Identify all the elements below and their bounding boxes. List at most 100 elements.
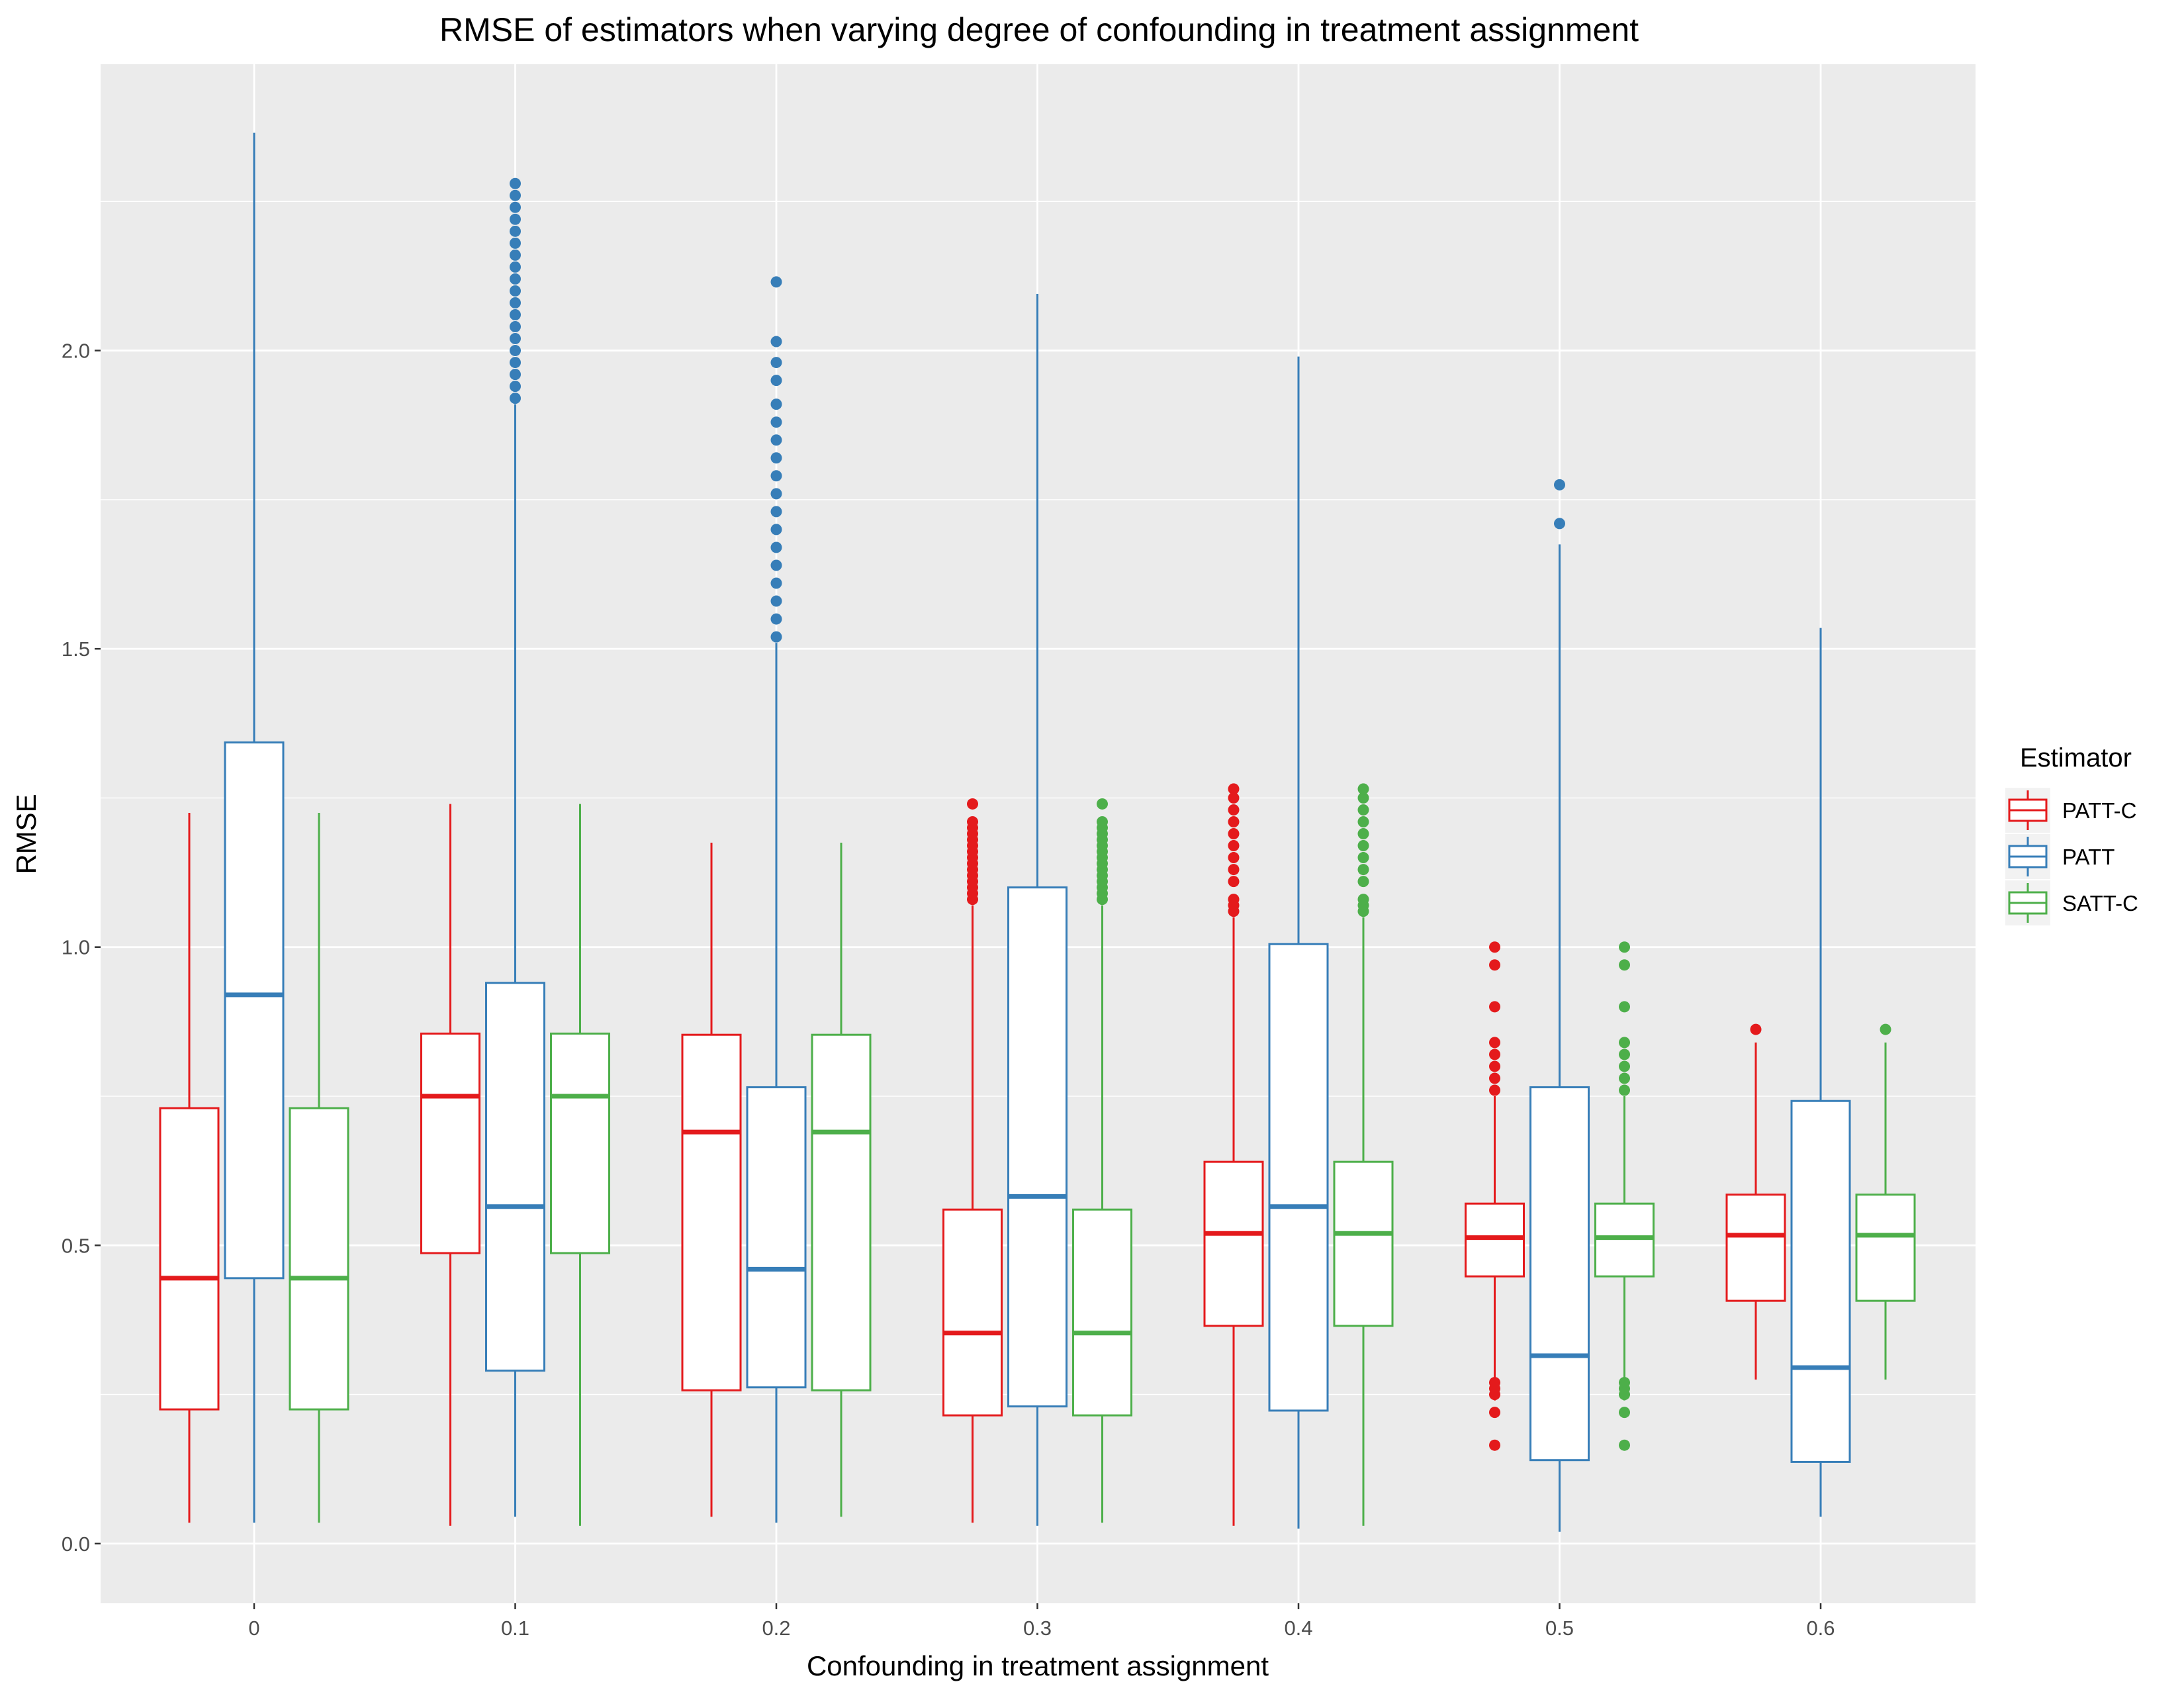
x-tick-label: 0.1 <box>501 1617 529 1640</box>
outlier-point <box>1619 1407 1630 1418</box>
x-tick-label: 0.5 <box>1545 1617 1574 1640</box>
box-body <box>1596 1203 1654 1276</box>
y-tick-label: 0.5 <box>62 1234 90 1257</box>
box-body <box>1073 1209 1132 1415</box>
outlier-point <box>1489 1001 1500 1012</box>
outlier-point <box>1489 1037 1500 1048</box>
x-tick-label: 0.2 <box>762 1617 790 1640</box>
outlier-point <box>1554 479 1565 491</box>
outlier-point <box>1228 783 1240 794</box>
outlier-point <box>771 416 782 428</box>
outlier-point <box>1228 894 1240 905</box>
y-tick-label: 2.0 <box>62 340 90 363</box>
outlier-point <box>771 632 782 643</box>
box-body <box>1466 1203 1524 1276</box>
outlier-point <box>1358 876 1369 887</box>
box-body <box>1205 1162 1263 1326</box>
outlier-point <box>771 506 782 517</box>
legend-label: PATT <box>2062 845 2115 869</box>
legend-title: Estimator <box>2020 743 2132 773</box>
outlier-point <box>967 816 978 827</box>
outlier-point <box>1358 840 1369 851</box>
outlier-point <box>1489 1085 1500 1096</box>
outlier-point <box>1751 1024 1762 1035</box>
outlier-point <box>510 190 521 201</box>
y-tick-label: 1.5 <box>62 637 90 661</box>
x-tick-label: 0.6 <box>1806 1617 1835 1640</box>
outlier-point <box>1619 1001 1630 1012</box>
y-axis-title: RMSE <box>11 794 42 874</box>
x-axis-title: Confounding in treatment assignment <box>807 1650 1269 1681</box>
outlier-point <box>1358 828 1369 839</box>
box-body <box>1856 1195 1915 1301</box>
outlier-point <box>510 202 521 213</box>
box-body <box>1269 944 1328 1411</box>
outlier-point <box>510 261 521 273</box>
outlier-point <box>771 524 782 535</box>
outlier-point <box>1358 894 1369 905</box>
outlier-point <box>1097 798 1108 810</box>
outlier-point <box>1228 816 1240 827</box>
outlier-point <box>510 250 521 261</box>
outlier-point <box>510 238 521 249</box>
outlier-point <box>1619 1060 1630 1072</box>
outlier-point <box>771 488 782 499</box>
outlier-point <box>1228 840 1240 851</box>
outlier-point <box>771 470 782 481</box>
outlier-point <box>771 596 782 607</box>
outlier-point <box>1619 1037 1630 1048</box>
box-body <box>290 1108 348 1409</box>
outlier-point <box>1358 864 1369 875</box>
outlier-point <box>510 273 521 285</box>
x-tick-label: 0 <box>248 1617 259 1640</box>
outlier-point <box>1619 1072 1630 1084</box>
box-body <box>747 1087 805 1387</box>
outlier-point <box>771 375 782 386</box>
outlier-point <box>510 178 521 189</box>
outlier-point <box>510 369 521 380</box>
outlier-point <box>510 345 521 356</box>
outlier-point <box>1489 941 1500 953</box>
box-body <box>422 1033 480 1253</box>
outlier-point <box>510 309 521 320</box>
outlier-point <box>771 434 782 445</box>
outlier-point <box>1228 828 1240 839</box>
box-body <box>812 1035 870 1390</box>
outlier-point <box>1228 864 1240 875</box>
outlier-point <box>771 578 782 589</box>
outlier-point <box>1228 852 1240 863</box>
box-body <box>1334 1162 1392 1326</box>
outlier-point <box>1358 852 1369 863</box>
box-body <box>1727 1195 1785 1301</box>
chart-title: RMSE of estimators when varying degree o… <box>439 11 1639 48</box>
box-body <box>1531 1087 1589 1460</box>
outlier-point <box>771 336 782 348</box>
box-body <box>1792 1101 1850 1462</box>
box-body <box>225 743 283 1278</box>
outlier-point <box>1619 1377 1630 1388</box>
outlier-point <box>1619 1440 1630 1451</box>
outlier-point <box>1489 1377 1500 1388</box>
outlier-point <box>510 393 521 404</box>
outlier-point <box>510 357 521 368</box>
outlier-point <box>771 559 782 571</box>
outlier-point <box>1489 959 1500 970</box>
box-body <box>551 1033 610 1253</box>
legend-label: PATT-C <box>2062 798 2136 823</box>
outlier-point <box>1489 1060 1500 1072</box>
outlier-point <box>1228 804 1240 816</box>
box-body <box>682 1035 741 1390</box>
x-tick-label: 0.4 <box>1284 1617 1312 1640</box>
outlier-point <box>510 214 521 225</box>
outlier-point <box>1619 959 1630 970</box>
outlier-point <box>1097 816 1108 827</box>
outlier-point <box>510 226 521 237</box>
outlier-point <box>510 381 521 392</box>
outlier-point <box>1619 941 1630 953</box>
outlier-point <box>1489 1407 1500 1418</box>
y-tick-label: 0.0 <box>62 1532 90 1556</box>
outlier-point <box>771 399 782 410</box>
outlier-point <box>1554 518 1565 529</box>
outlier-point <box>1358 816 1369 827</box>
